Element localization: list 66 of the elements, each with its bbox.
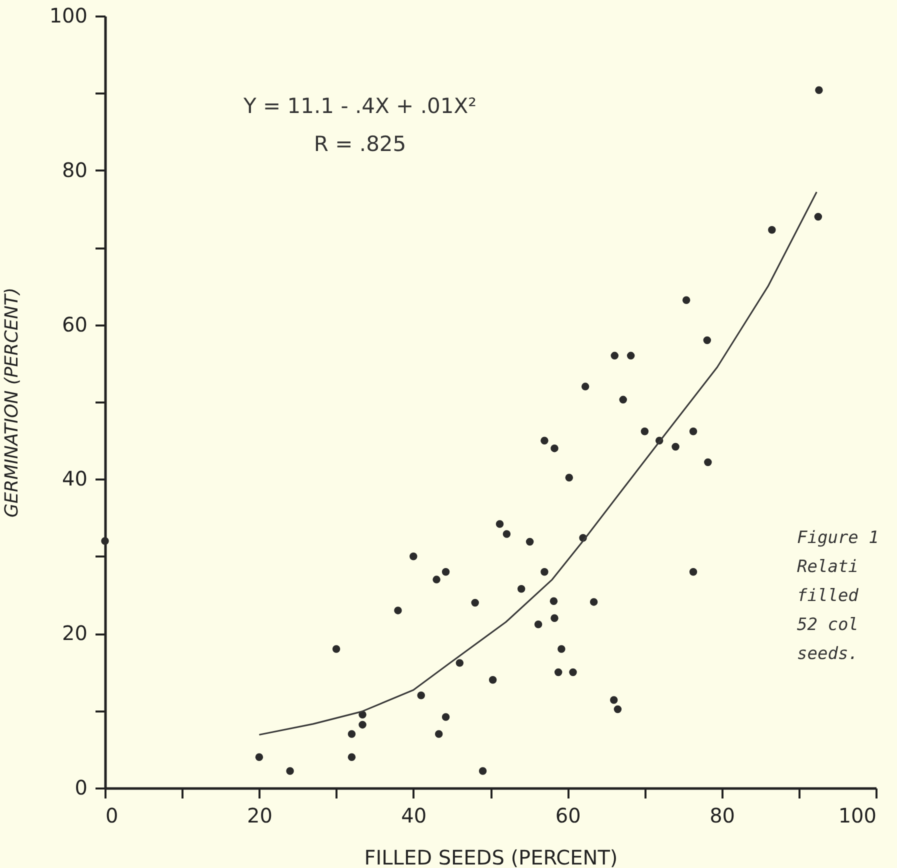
point: [704, 458, 712, 466]
annotation: Figure 1 Relati filled 52 col seeds.: [797, 528, 879, 664]
y-tick-label: 40: [62, 466, 88, 491]
point: [581, 382, 590, 390]
point: [410, 552, 418, 560]
point: [101, 537, 109, 545]
point: [540, 436, 548, 444]
x-axis-title: FILLED SEEDS (PERCENT): [364, 846, 618, 868]
point: [703, 336, 712, 344]
point: [768, 226, 776, 234]
point: [814, 212, 822, 221]
point: [517, 584, 526, 593]
y-tick-label: 20: [62, 621, 88, 646]
annotation: R = .825: [314, 132, 406, 156]
point: [358, 720, 366, 729]
x-tick-label: 80: [710, 804, 736, 828]
point: [554, 668, 562, 676]
point: [610, 352, 619, 360]
point: [394, 606, 402, 614]
point: [286, 767, 294, 775]
point: [432, 576, 440, 584]
point: [626, 352, 635, 360]
point: [590, 598, 598, 606]
point: [332, 645, 340, 653]
point: [456, 659, 464, 667]
point: [815, 86, 823, 94]
point: [496, 520, 504, 528]
point: [255, 753, 264, 761]
x-tick-label: 60: [555, 804, 581, 828]
x-tick-label: 100: [838, 804, 876, 828]
x-tick-label: 20: [246, 804, 272, 828]
point: [471, 598, 479, 607]
point: [689, 427, 698, 436]
point: [434, 730, 443, 738]
point: [565, 474, 574, 482]
x-tick-label: 40: [401, 804, 427, 828]
point: [417, 691, 425, 700]
y-tick-label: 60: [62, 312, 88, 336]
point: [534, 620, 542, 628]
point: [614, 705, 622, 714]
point: [526, 538, 534, 546]
point: [348, 753, 356, 761]
y-tick-label: 100: [49, 4, 88, 28]
point: [550, 597, 558, 606]
point: [569, 668, 577, 676]
point: [682, 296, 690, 304]
point: [442, 713, 450, 721]
point: [540, 568, 548, 576]
point: [610, 696, 618, 704]
point: [619, 396, 627, 404]
point: [550, 614, 558, 622]
point: [550, 444, 558, 452]
point: [640, 427, 649, 436]
point: [488, 676, 497, 684]
annotation: Y = 11.1 - .4X + .01X²: [242, 94, 477, 118]
point: [442, 568, 450, 576]
point: [558, 645, 566, 653]
x-tick-label: 0: [106, 804, 118, 828]
point: [348, 730, 356, 738]
y-tick-label: 80: [62, 158, 88, 182]
point: [502, 530, 511, 538]
y-tick-label: 0: [74, 776, 88, 800]
point: [672, 442, 680, 451]
point: [478, 767, 487, 775]
point: [689, 568, 698, 576]
y-axis-title: GERMINATION (PERCENT): [1, 288, 22, 518]
